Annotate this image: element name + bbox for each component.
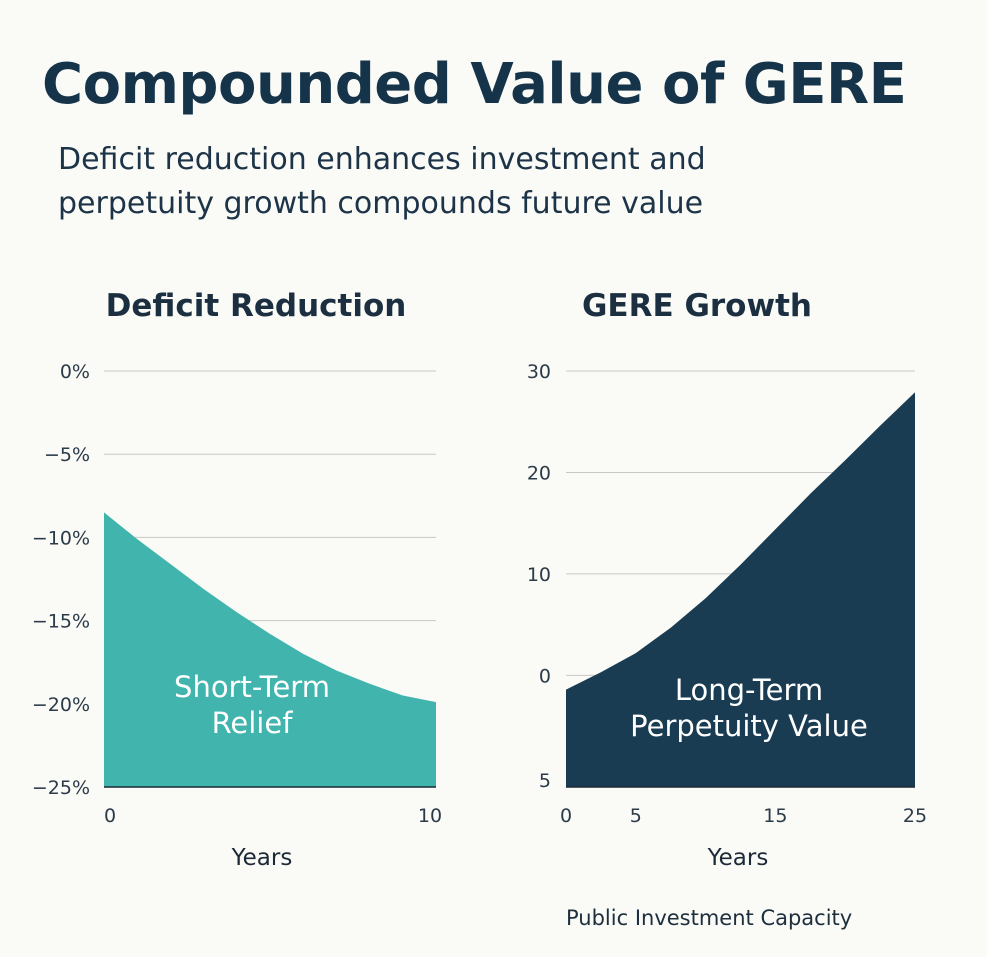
- subtitle-line-1: Deficit reduction enhances investment an…: [58, 142, 706, 177]
- y-tick-label-2-4: 5: [539, 770, 551, 792]
- x-tick-label-2-3: 25: [903, 805, 927, 827]
- y-tick-label-2-3: 0: [539, 665, 551, 687]
- charts-canvas: Deficit Reduction 0% −5% −10% −15% −20% −25% 0 1…: [32, 288, 927, 871]
- x-tick-label-1-1: 10: [418, 805, 442, 827]
- area-series-2: [566, 392, 915, 787]
- x-axis-label-1: Years: [231, 845, 293, 871]
- subtitle-line-2: perpetuity growth compounds future value: [58, 186, 704, 221]
- y-tick-label-2-2: 10: [527, 564, 551, 586]
- chart-title-1: Deficit Reduction: [106, 288, 407, 324]
- annotation-2-line-1: Long-Term: [675, 673, 823, 707]
- page-subtitle: Deficit reduction enhances investment an…: [58, 138, 918, 226]
- y-tick-label-1-4: −20%: [32, 694, 90, 716]
- annotation-1-line-1: Short-Term: [174, 670, 330, 704]
- x-tick-label-2-0: 0: [560, 805, 572, 827]
- y-tick-label-1-5: −25%: [32, 777, 90, 799]
- x-tick-label-1-0: 0: [104, 805, 116, 827]
- y-tick-label-1-0: 0%: [60, 361, 90, 383]
- x-tick-label-2-1: 5: [630, 805, 642, 827]
- y-tick-label-2-0: 30: [527, 361, 551, 383]
- footer-caption: Public Investment Capacity: [566, 906, 853, 930]
- y-tick-label-1-1: −5%: [44, 444, 90, 466]
- y-tick-label-1-2: −10%: [32, 527, 90, 549]
- page-title: Compounded Value of GERE: [42, 52, 907, 117]
- annotation-2-line-2: Perpetuity Value: [630, 709, 868, 743]
- x-axis-label-2: Years: [707, 845, 769, 871]
- y-tick-label-2-1: 20: [527, 462, 551, 484]
- x-tick-label-2-2: 15: [763, 805, 787, 827]
- chart-title-2: GERE Growth: [582, 288, 812, 324]
- annotation-1-line-2: Relief: [212, 706, 294, 740]
- area-series-1: [104, 512, 436, 787]
- y-tick-label-1-3: −15%: [32, 611, 90, 633]
